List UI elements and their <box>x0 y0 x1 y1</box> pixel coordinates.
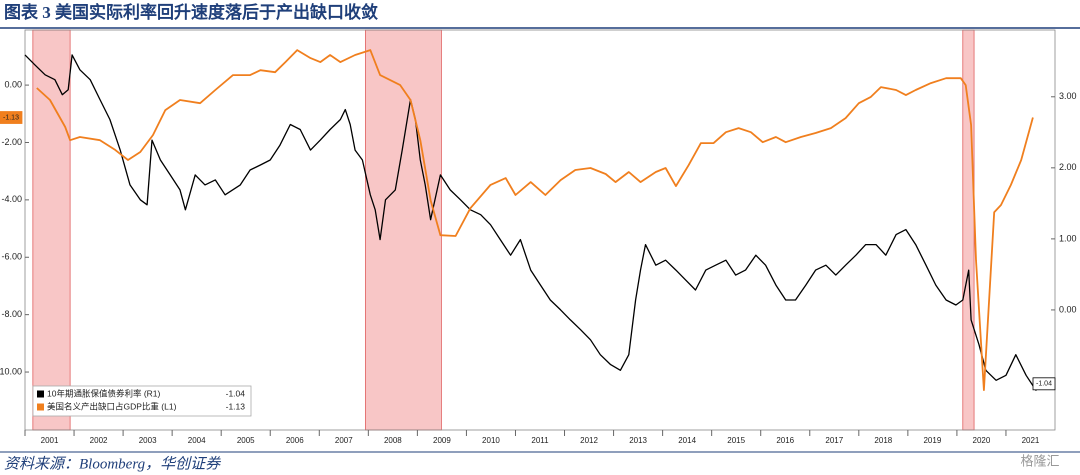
y2-tick-label: 2.00 <box>1059 162 1077 172</box>
x-tick-label: 2001 <box>41 436 59 445</box>
x-tick-label: 2007 <box>335 436 353 445</box>
shaded-period <box>962 29 975 431</box>
x-tick-label: 2010 <box>482 436 500 445</box>
x-tick-label: 2013 <box>629 436 647 445</box>
x-tick-label: 2003 <box>139 436 157 445</box>
legend-swatch <box>37 403 44 411</box>
series-line <box>24 54 1042 391</box>
y2-tick-label: 0.00 <box>1059 304 1077 314</box>
y-tick-label: -2.00 <box>1 137 22 147</box>
legend-box <box>32 385 252 417</box>
y2-tick-label: 1.00 <box>1059 233 1077 243</box>
plot-frame <box>24 29 1056 431</box>
y-tick-label: -4.00 <box>1 194 22 204</box>
shaded-period <box>32 29 71 431</box>
x-tick-label: 2008 <box>384 436 402 445</box>
x-tick-label: 2018 <box>874 436 892 445</box>
y-tick-label: -8.00 <box>1 309 22 319</box>
y-tick-label: 0.00 <box>4 79 22 89</box>
legend-swatch <box>37 390 44 398</box>
value-flag-label: -1.04 <box>1036 381 1052 388</box>
chart-title: 图表 3 美国实际利率回升速度落后于产出缺口收敛 <box>4 2 378 22</box>
x-tick-label: 2019 <box>923 436 941 445</box>
source: 资料来源：Bloomberg，华创证券 <box>4 455 221 472</box>
x-tick-label: 2012 <box>580 436 598 445</box>
value-flag <box>1032 377 1056 391</box>
x-tick-label: 2004 <box>188 436 206 445</box>
y2-tick-label: 3.00 <box>1059 91 1077 101</box>
y-tick-label: -10.00 <box>0 366 22 376</box>
watermark: 格隆汇 <box>1020 453 1059 468</box>
legend-value: -1.04 <box>226 388 246 398</box>
legend-label: 10年期通胀保值债券利率 (R1) <box>47 388 161 398</box>
x-tick-label: 2014 <box>678 436 696 445</box>
x-tick-label: 2016 <box>776 436 794 445</box>
value-flag-label: -1.13 <box>3 114 19 121</box>
x-tick-label: 2009 <box>433 436 451 445</box>
x-tick-label: 2020 <box>973 436 991 445</box>
legend-value: -1.13 <box>226 401 246 411</box>
x-tick-label: 2015 <box>727 436 745 445</box>
x-tick-label: 2005 <box>237 436 255 445</box>
value-flag <box>0 111 23 124</box>
series-line <box>36 49 1034 391</box>
x-tick-label: 2011 <box>531 436 549 445</box>
y-tick-label: -6.00 <box>1 252 22 262</box>
x-tick-label: 2021 <box>1022 436 1040 445</box>
x-tick-label: 2017 <box>825 436 843 445</box>
x-tick-label: 2006 <box>286 436 304 445</box>
legend-label: 美国名义产出缺口占GDP比重 (L1) <box>47 401 177 411</box>
x-tick-label: 2002 <box>90 436 108 445</box>
